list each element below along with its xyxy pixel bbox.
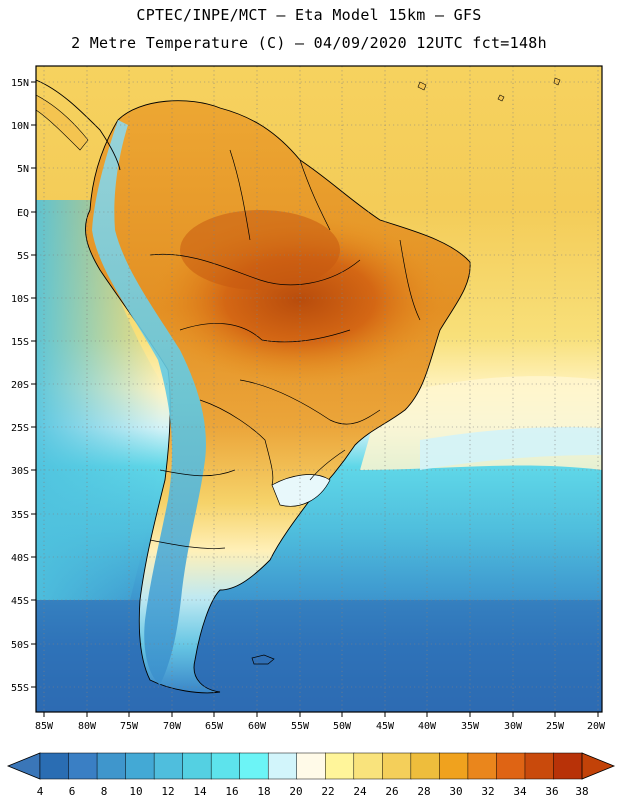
colorbar-label: 4 [37,785,44,798]
lat-label: 25S [11,423,29,434]
lon-label: 45W [376,721,395,732]
colorbar-swatch [325,752,355,780]
country-borders [149,149,421,549]
colorbar-swatches [39,752,583,780]
central-america-coast [36,79,121,171]
falkland-islands [251,654,275,665]
colorbar-swatch [439,752,469,780]
uruguay-cool-patch [271,474,331,507]
lon-label: 35W [461,721,480,732]
lon-label: 85W [35,721,54,732]
map-title: CPTEC/INPE/MCT – Eta Model 15km – GFS [136,6,482,24]
lat-labels: 15N 10N 5N EQ 5S 10S 15S 20S 25S 30S 35S… [11,78,29,694]
lat-label: 30S [11,466,29,477]
lat-ticks [31,81,36,688]
lon-label: 65W [205,721,224,732]
ocean-cool-band [420,427,602,470]
lat-label: 50S [11,640,29,651]
lat-label: 5S [17,251,29,262]
colorbar-label: 38 [575,785,588,798]
lon-labels: 85W 80W 75W 70W 65W 60W 55W 50W 45W 40W … [35,721,606,732]
colorbar-swatch [182,752,212,780]
colorbar-swatch [39,752,70,780]
colorbar-label: 32 [481,785,494,798]
colorbar-label: 18 [257,785,270,798]
amazon-hot-core [180,210,340,290]
colorbar-label: 34 [513,785,527,798]
lon-label: 25W [546,721,565,732]
lon-label: 60W [248,721,267,732]
southern-ocean [36,600,602,712]
colorbar-swatch [353,752,383,780]
graticule [36,66,602,712]
lat-label: 45S [11,596,29,607]
colorbar-high-arrow [581,752,616,780]
lat-label: 10S [11,294,29,305]
colorbar-swatch [153,752,184,780]
lon-label: 70W [163,721,182,732]
lon-label: 55W [291,721,310,732]
colorbar-label: 14 [193,785,207,798]
colorbar-swatch [496,752,526,780]
colorbar-label: 20 [289,785,302,798]
colorbar-label: 16 [225,785,238,798]
lat-label: 20S [11,380,29,391]
colorbar-label: 24 [353,785,367,798]
lon-label: 30W [504,721,523,732]
lat-label: EQ [17,208,29,219]
colorbar-swatch [467,752,498,780]
lat-label: 40S [11,553,29,564]
colorbar-label: 6 [69,785,76,798]
lat-label: 5N [17,164,29,175]
andes-cold-strip [92,120,206,685]
colorbar-label: 8 [101,785,108,798]
colorbar-label: 12 [161,785,174,798]
colorbar-label: 30 [449,785,462,798]
colorbar-swatch [239,752,269,780]
colorbar-swatch [96,752,127,780]
colorbar-swatch [553,752,583,780]
colorbar-labels: 4 6 8 10 12 14 16 18 20 22 24 26 28 30 3… [37,785,589,798]
lon-label: 40W [418,721,437,732]
colorbar-low-arrow [6,752,41,780]
lon-label: 20W [587,721,606,732]
colorbar-swatch [524,752,555,780]
lat-label: 35S [11,510,29,521]
map-frame [35,65,603,713]
lon-label: 80W [78,721,97,732]
lon-label: 75W [120,721,139,732]
lat-label: 15S [11,337,29,348]
central-america-land [36,94,89,151]
colorbar-swatch [296,752,326,780]
colorbar-label: 10 [129,785,142,798]
colorbar-label: 36 [545,785,558,798]
colorbar: 4 6 8 10 12 14 16 18 20 22 24 26 28 30 3… [6,752,616,798]
lat-label: 15N [11,78,29,89]
colorbar-label: 26 [385,785,398,798]
caribbean-islands [417,77,561,102]
colorbar-swatch [382,752,412,780]
colorbar-swatch [68,752,98,780]
lon-label: 50W [333,721,352,732]
colorbar-swatch [125,752,155,780]
lon-ticks [43,712,599,717]
colorbar-label: 28 [417,785,430,798]
colorbar-swatch [410,752,441,780]
colorbar-swatch [210,752,241,780]
map-subtitle: 2 Metre Temperature (C) – 04/09/2020 12U… [71,34,547,52]
colorbar-label: 22 [321,785,334,798]
lat-label: 55S [11,683,29,694]
pacific-cool-tongue [36,200,163,600]
colorbar-swatch [267,752,298,780]
lat-label: 10N [11,121,29,132]
map-area [36,66,602,712]
